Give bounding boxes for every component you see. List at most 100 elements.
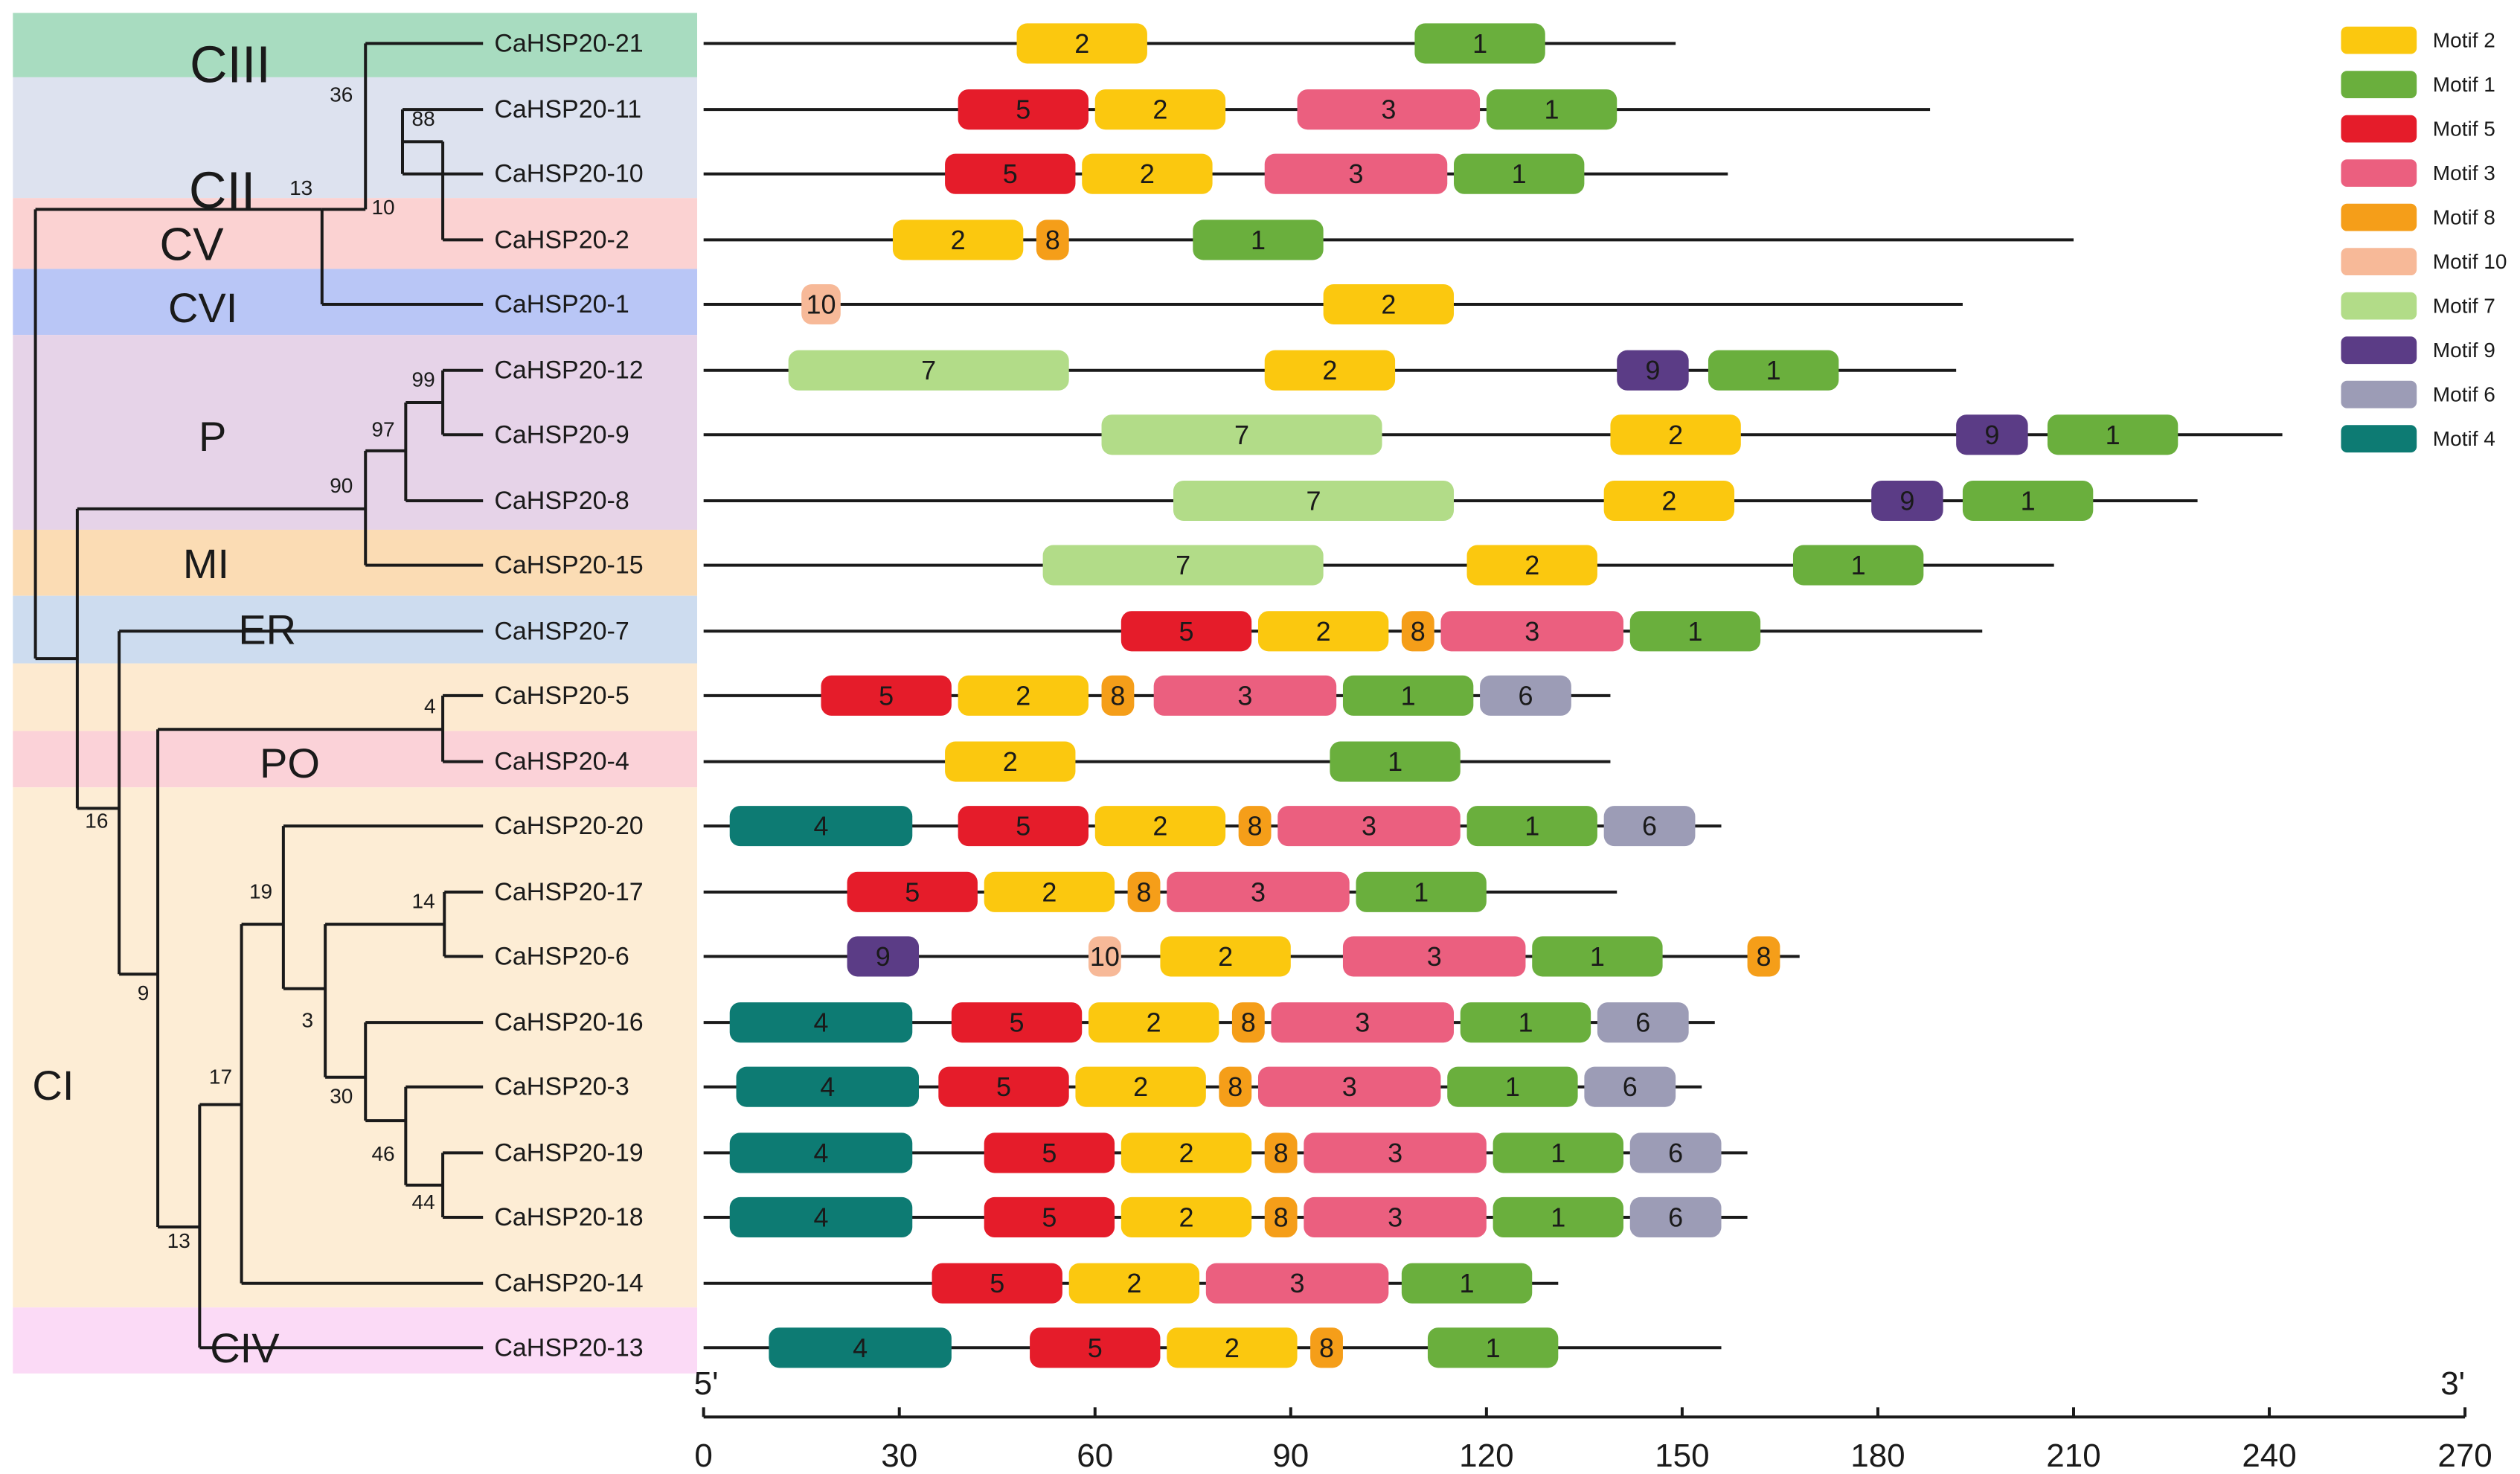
motif-number: 1: [1766, 355, 1781, 385]
motif-track-row: 4 5 2 8 3 1 6: [703, 1196, 1748, 1238]
clade-label-ci: CI: [32, 1062, 74, 1109]
motif-number: 1: [1551, 1202, 1565, 1232]
motif-box-4: [729, 1132, 913, 1173]
motif-number: 5: [1010, 1007, 1025, 1038]
motif-box-2: [1075, 1066, 1206, 1107]
legend-label-motif-7: Motif 7: [2433, 295, 2495, 318]
clade-band-er: [13, 595, 698, 664]
motif-number: 7: [1234, 420, 1249, 450]
motif-box-9: [1617, 350, 1689, 391]
motif-box-3: [1342, 936, 1526, 977]
motif-box-10: [1088, 936, 1121, 977]
motif-number: 8: [1248, 811, 1263, 842]
motif-box-2: [1082, 153, 1213, 194]
motif-number: 2: [1074, 28, 1089, 59]
motif-box-3: [1271, 1002, 1455, 1043]
motif-box-1: [2047, 414, 2178, 455]
motif-box-2: [1466, 545, 1597, 586]
motif-box-8: [1101, 675, 1135, 716]
clade-label-er: ER: [238, 606, 296, 653]
motif-box-2: [1610, 414, 1741, 455]
motif-box-8: [1231, 1002, 1265, 1043]
motif-box-3: [1297, 89, 1481, 130]
legend-label-motif-1: Motif 1: [2433, 73, 2495, 96]
motif-number: 3: [1290, 1268, 1305, 1298]
motif-box-2: [1167, 1327, 1298, 1368]
motif-number: 2: [1322, 355, 1337, 385]
gene-label-cahsp20-20: CaHSP20-20: [494, 812, 643, 840]
legend-swatch-motif-3: [2341, 159, 2417, 188]
motif-number: 4: [820, 1071, 835, 1102]
motif-number: 2: [1016, 680, 1030, 711]
motif-box-1: [1447, 1066, 1578, 1107]
legend-swatch-motif-9: [2341, 336, 2417, 365]
motif-box-4: [729, 1002, 913, 1043]
clade-label-ciii: CIII: [190, 36, 271, 94]
legend-label-motif-5: Motif 5: [2433, 118, 2495, 141]
motif-number: 6: [1642, 811, 1657, 842]
motif-box-2: [1094, 806, 1226, 847]
motif-number: 10: [1090, 941, 1120, 972]
motif-number: 2: [951, 225, 966, 255]
motif-number: 3: [1381, 94, 1396, 125]
motif-box-9: [847, 936, 920, 977]
axis-end-label: 3': [2440, 1365, 2465, 1402]
axis-tick-label: 240: [2242, 1438, 2296, 1474]
motif-number: 4: [813, 1138, 828, 1168]
motif-track-row: 5 2 3 1: [703, 89, 1931, 130]
clade-band-cii: [13, 77, 698, 199]
motif-box-2: [1068, 1263, 1200, 1304]
legend-label-motif-6: Motif 6: [2433, 383, 2495, 406]
bootstrap-label: 9: [138, 981, 150, 1004]
motif-number: 8: [1274, 1202, 1289, 1232]
motif-box-1: [1342, 675, 1474, 716]
gene-label-cahsp20-5: CaHSP20-5: [494, 682, 629, 710]
gene-label-cahsp20-12: CaHSP20-12: [494, 356, 643, 385]
motif-number: 8: [1274, 1138, 1289, 1168]
motif-box-1: [1486, 89, 1618, 130]
motif-box-2: [958, 675, 1089, 716]
motif-number: 1: [1251, 225, 1266, 255]
gene-label-cahsp20-2: CaHSP20-2: [494, 225, 629, 254]
motif-box-2: [1257, 611, 1389, 652]
motif-box-5: [945, 153, 1076, 194]
motif-number: 3: [1355, 1007, 1370, 1038]
motif-tracks: 2 15 2 3 15 2 3 12 8 110 27 2 9 17 2 9 17 2 9 17 2 15 2 8 3 15 2 8 3…: [703, 23, 2283, 1368]
legend-swatch-motif-2: [2341, 26, 2417, 54]
motif-number: 9: [1899, 486, 1914, 516]
clade-band-p: [13, 335, 698, 530]
legend-label-motif-8: Motif 8: [2433, 206, 2495, 229]
motif-box-2: [1016, 23, 1147, 64]
motif-number: 2: [1042, 877, 1057, 907]
motif-box-2: [1094, 89, 1226, 130]
motif-box-1: [1466, 806, 1597, 847]
motif-track-row: 10 2: [703, 283, 1963, 325]
motif-number: 6: [1623, 1071, 1638, 1102]
motif-box-6: [1480, 675, 1571, 716]
motif-number: 9: [1645, 355, 1660, 385]
motif-box-5: [932, 1263, 1062, 1304]
motif-number: 1: [2021, 486, 2036, 516]
motif-number: 3: [1427, 941, 1442, 972]
motif-track-row: 9 10 2 3 1 8: [703, 936, 1800, 977]
motif-number: 8: [1137, 877, 1152, 907]
motif-number: 1: [1472, 28, 1487, 59]
motif-box-3: [1440, 611, 1623, 652]
motif-number: 3: [1251, 877, 1266, 907]
motif-box-5: [951, 1002, 1083, 1043]
motif-box-8: [1310, 1327, 1343, 1368]
motif-box-5: [821, 675, 952, 716]
motif-number: 1: [1414, 877, 1429, 907]
axis-tick-label: 90: [1272, 1438, 1309, 1474]
motif-box-6: [1629, 1132, 1722, 1173]
motif-box-5: [958, 806, 1089, 847]
motif-number: 5: [1179, 616, 1193, 647]
motif-number: 5: [990, 1268, 1004, 1298]
motif-number: 8: [1228, 1071, 1243, 1102]
bootstrap-label: 4: [424, 695, 436, 718]
motif-number: 1: [2106, 420, 2120, 450]
motif-track-row: 5 2 8 3 1: [703, 611, 1983, 652]
motif-number: 3: [1388, 1202, 1402, 1232]
